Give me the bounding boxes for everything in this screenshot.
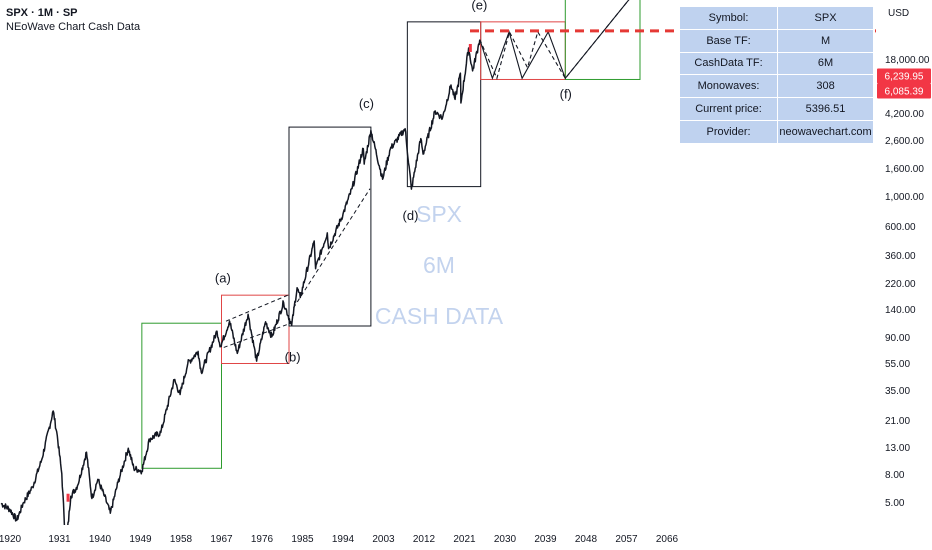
trend-line: [223, 323, 290, 348]
watermark-text: 6M: [423, 252, 455, 278]
pattern-box-green: [141, 322, 223, 469]
y-tick-label: 600.00: [885, 222, 916, 233]
x-tick-label: 1985: [291, 534, 314, 545]
info-row-current-price: Current price: 5396.51: [680, 98, 873, 121]
watermark-text: CASH DATA: [375, 303, 504, 329]
info-row-monowaves: Monowaves: 308: [680, 75, 873, 99]
x-tick-label: 2057: [615, 534, 638, 545]
y-tick-label: 8.00: [885, 470, 905, 481]
pattern-boxes: [141, 0, 641, 469]
chart-title: SPX · 1M · SP: [6, 7, 78, 19]
y-tick-label: 21.00: [885, 416, 910, 427]
y-tick-label: 13.00: [885, 443, 910, 454]
price-series: [0, 39, 481, 550]
y-tick-label: 1,000.00: [885, 192, 924, 203]
info-row-cashdata-tf: CashData TF: 6M: [680, 52, 873, 76]
price-tag: [877, 68, 931, 84]
x-tick-label: 2003: [372, 534, 395, 545]
x-tick-label: 2039: [534, 534, 557, 545]
info-row-symbol: Symbol: SPX: [680, 7, 873, 30]
x-axis-panel: [0, 525, 876, 550]
info-key: CashData TF:: [680, 52, 779, 76]
trend-line: [293, 188, 371, 309]
x-tick-label: 1949: [129, 534, 152, 545]
info-value: neowavechart.com: [778, 120, 873, 144]
price-line: [0, 39, 481, 550]
wave-label: (a): [215, 270, 231, 285]
trend-line: [225, 294, 290, 322]
wave-label: (c): [359, 96, 374, 111]
projection-paths: [479, 0, 630, 80]
info-value: M: [778, 29, 873, 53]
info-key: Base TF:: [680, 29, 779, 53]
watermark: SPX 6M CASH DATA: [375, 201, 504, 329]
info-value: 308: [778, 75, 873, 99]
info-value: SPX: [778, 7, 873, 30]
info-key: Monowaves:: [680, 75, 779, 99]
price-tag: [877, 83, 931, 99]
x-tick-label: 1967: [210, 534, 233, 545]
wave-label: (f): [560, 86, 572, 101]
x-tick-label: 1931: [48, 534, 71, 545]
projection-path-solid: [479, 0, 630, 80]
info-value: 5396.51: [778, 98, 873, 121]
chart-subtitle: NEoWave Chart Cash Data: [6, 21, 141, 33]
pattern-box-black: [406, 21, 482, 188]
watermark-text: SPX: [416, 201, 462, 227]
y-tick-label: 2,600.00: [885, 136, 924, 147]
price-tag-label: 6,239.95: [885, 72, 924, 83]
x-tick-label: 1940: [89, 534, 112, 545]
y-tick-label: 4,200.00: [885, 109, 924, 120]
signal-marker: [66, 493, 70, 502]
x-tick-label: 2012: [413, 534, 436, 545]
price-tag-label: 6,085.39: [885, 87, 924, 98]
y-tick-label: 5.00: [885, 498, 905, 509]
y-tick-label: 360.00: [885, 251, 916, 262]
info-row-base-tf: Base TF: M: [680, 29, 873, 53]
pattern-box-red: [221, 294, 290, 364]
info-value: 6M: [778, 52, 873, 76]
y-tick-label: 1,600.00: [885, 164, 924, 175]
y-tick-label: 220.00: [885, 279, 916, 290]
x-tick-label: 1976: [251, 534, 274, 545]
y-tick-label: 90.00: [885, 333, 910, 344]
x-tick-label: 1958: [170, 534, 193, 545]
trend-lines: [223, 188, 371, 348]
info-key: Current price:: [680, 98, 779, 121]
wave-label: (e): [471, 0, 487, 12]
info-row-provider: Provider: neowavechart.com: [680, 120, 873, 144]
y-tick-label: 18,000.00: [885, 55, 930, 66]
y-tick-label: 35.00: [885, 386, 910, 397]
y-tick-label: 140.00: [885, 305, 916, 316]
price-tags: 6,239.95 6,085.39: [877, 68, 931, 99]
info-key: Symbol:: [680, 7, 779, 30]
wave-labels: (a) (b) (c) (d) (e) (f): [215, 0, 572, 365]
x-tick-label: 2021: [453, 534, 476, 545]
currency-label: USD: [888, 8, 909, 19]
pattern-box-green: [564, 0, 641, 80]
info-table: Symbol: SPX Base TF: M CashData TF: 6M M…: [680, 7, 873, 144]
pattern-box-black: [288, 126, 372, 327]
x-tick-label: 1994: [332, 534, 355, 545]
y-tick-label: 55.00: [885, 359, 910, 370]
x-tick-label: 2048: [575, 534, 598, 545]
info-key: Provider:: [680, 120, 779, 144]
signal-marker: [468, 43, 472, 52]
wave-label: (d): [403, 208, 419, 223]
x-tick-label: 2066: [656, 534, 679, 545]
x-tick-label: 1920: [0, 534, 22, 545]
wave-label: (b): [285, 350, 301, 365]
x-axis: 1920 1931 1940 1949 1958 1967 1976 1985 1994 2003…: [0, 525, 876, 550]
projection-path-dashed: [479, 0, 630, 80]
x-tick-label: 2030: [494, 534, 517, 545]
